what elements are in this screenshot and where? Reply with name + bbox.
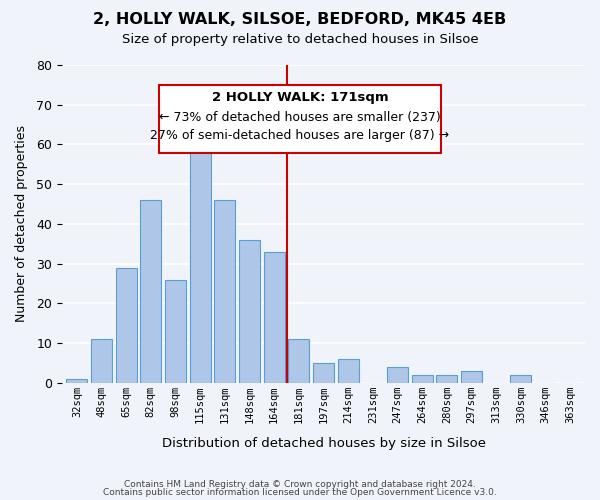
Text: 2, HOLLY WALK, SILSOE, BEDFORD, MK45 4EB: 2, HOLLY WALK, SILSOE, BEDFORD, MK45 4EB	[94, 12, 506, 28]
X-axis label: Distribution of detached houses by size in Silsoe: Distribution of detached houses by size …	[161, 437, 485, 450]
Bar	[387, 367, 408, 383]
Bar	[436, 375, 457, 383]
Bar	[190, 128, 211, 383]
Bar	[412, 375, 433, 383]
Text: 27% of semi-detached houses are larger (87) →: 27% of semi-detached houses are larger (…	[151, 129, 449, 142]
Bar	[461, 371, 482, 383]
Bar	[140, 200, 161, 383]
Bar	[91, 339, 112, 383]
Y-axis label: Number of detached properties: Number of detached properties	[15, 126, 28, 322]
Bar	[239, 240, 260, 383]
Text: Contains HM Land Registry data © Crown copyright and database right 2024.: Contains HM Land Registry data © Crown c…	[124, 480, 476, 489]
Bar	[67, 379, 88, 383]
Bar	[511, 375, 532, 383]
Bar	[313, 363, 334, 383]
Bar	[289, 339, 310, 383]
Text: 2 HOLLY WALK: 171sqm: 2 HOLLY WALK: 171sqm	[212, 91, 388, 104]
Bar	[264, 252, 284, 383]
Bar	[116, 268, 137, 383]
Bar	[214, 200, 235, 383]
Text: Contains public sector information licensed under the Open Government Licence v3: Contains public sector information licen…	[103, 488, 497, 497]
Text: ← 73% of detached houses are smaller (237): ← 73% of detached houses are smaller (23…	[159, 111, 441, 124]
Bar	[165, 280, 186, 383]
Text: Size of property relative to detached houses in Silsoe: Size of property relative to detached ho…	[122, 32, 478, 46]
Bar	[338, 359, 359, 383]
